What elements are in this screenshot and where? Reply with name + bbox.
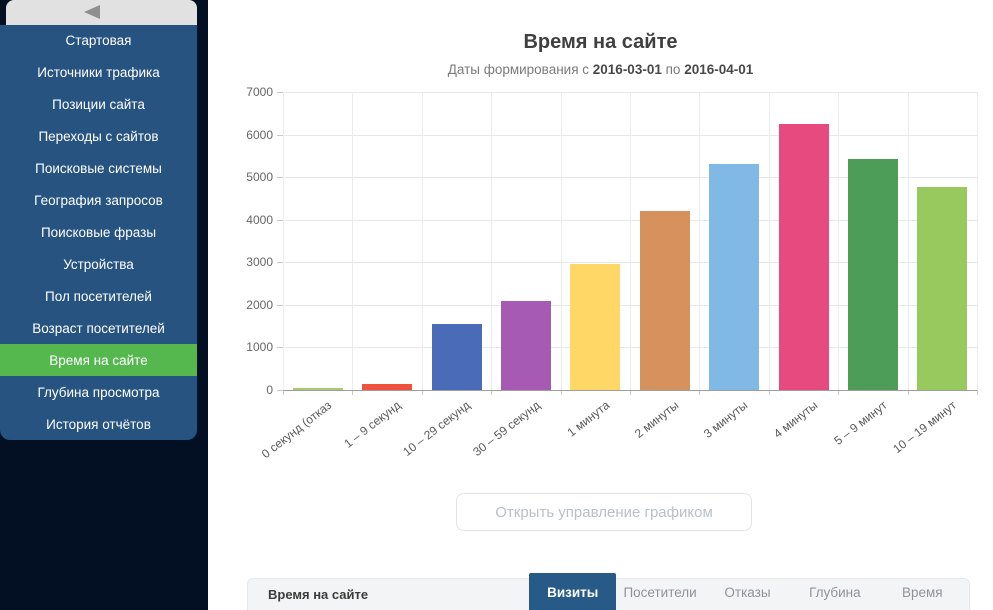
table-title: Время на сайте bbox=[268, 587, 369, 602]
x-axis-label: 10 – 29 секунд bbox=[400, 398, 474, 459]
x-axis-tick bbox=[977, 390, 978, 395]
tab-visitors[interactable]: Посетители bbox=[623, 584, 697, 600]
tab-visits[interactable]: Визиты bbox=[529, 573, 617, 610]
x-axis-label: 4 минуты bbox=[770, 398, 821, 441]
y-axis-label: 4000 bbox=[246, 212, 273, 227]
x-axis-tick bbox=[630, 390, 631, 395]
bar-8[interactable] bbox=[847, 159, 898, 390]
x-axis-label: 30 – 59 секунд bbox=[470, 398, 543, 459]
x-gridline bbox=[491, 92, 493, 390]
sidebar-item-visitor-age[interactable]: Возраст посетителей bbox=[32, 320, 165, 336]
y-axis-label: 3000 bbox=[246, 255, 273, 270]
x-gridline bbox=[907, 92, 909, 390]
x-gridline bbox=[352, 92, 354, 390]
bar-9[interactable] bbox=[917, 187, 968, 390]
bar-6[interactable] bbox=[709, 164, 760, 390]
sidebar-item-report-history[interactable]: История отчётов bbox=[46, 416, 151, 432]
y-gridline bbox=[283, 92, 977, 93]
tab-depth[interactable]: Глубина bbox=[809, 584, 861, 600]
x-axis-tick bbox=[352, 390, 354, 395]
x-axis-line bbox=[283, 390, 977, 391]
sidebar-item-query-geography[interactable]: География запросов bbox=[34, 193, 163, 209]
date-range-joiner: по bbox=[665, 61, 681, 77]
x-axis-tick bbox=[838, 390, 840, 395]
bar-2[interactable] bbox=[431, 324, 482, 390]
sidebar: Стартовая Источники трафика Позиции сайт… bbox=[0, 0, 208, 610]
report-date-range: Даты формирования с 2016-03-01 по 2016-0… bbox=[208, 62, 993, 77]
x-axis-tick bbox=[560, 390, 562, 395]
y-axis-label: 7000 bbox=[246, 85, 273, 99]
sidebar-item-search-phrases[interactable]: Поисковые фразы bbox=[40, 224, 157, 240]
bar-7[interactable] bbox=[778, 124, 829, 390]
sidebar-item-visitor-gender[interactable]: Пол посетителей bbox=[45, 288, 152, 304]
bar-0[interactable] bbox=[292, 388, 343, 390]
y-axis-tick bbox=[277, 92, 283, 93]
sidebar-item-site-positions[interactable]: Позиции сайта bbox=[52, 97, 145, 113]
x-axis-label: 1 минута bbox=[564, 398, 612, 440]
x-gridline bbox=[699, 92, 701, 390]
date-range-prefix: Даты формирования с bbox=[447, 61, 590, 77]
date-from: 2016-03-01 bbox=[592, 61, 662, 77]
y-axis-label: 1000 bbox=[246, 340, 273, 355]
y-axis-tick bbox=[277, 262, 283, 264]
y-axis-tick bbox=[277, 177, 283, 179]
sidebar-item-traffic-sources[interactable]: Источники трафика bbox=[37, 65, 160, 81]
x-axis-label: 0 секунд (отказ bbox=[259, 398, 335, 462]
sidebar-collapse-button[interactable] bbox=[6, 0, 197, 25]
x-axis-tick bbox=[907, 390, 909, 395]
x-gridline bbox=[630, 92, 631, 390]
sidebar-item-devices[interactable]: Устройства bbox=[63, 256, 134, 272]
x-axis-label: 1 – 9 секунд bbox=[341, 398, 404, 451]
bar-4[interactable] bbox=[570, 264, 621, 390]
x-gridline bbox=[421, 92, 423, 390]
y-axis-tick bbox=[277, 347, 283, 349]
x-axis-tick bbox=[699, 390, 701, 395]
x-axis-label: 3 минуты bbox=[701, 398, 751, 441]
y-axis-label: 5000 bbox=[246, 170, 273, 185]
y-axis-label: 6000 bbox=[246, 127, 273, 142]
y-axis-tick bbox=[277, 390, 283, 391]
y-axis-label: 2000 bbox=[246, 297, 273, 312]
tab-bounces[interactable]: Отказы bbox=[724, 584, 771, 600]
x-gridline bbox=[560, 92, 562, 390]
bar-5[interactable] bbox=[639, 211, 690, 390]
sidebar-item-site-referrals[interactable]: Переходы с сайтов bbox=[38, 129, 159, 145]
page-title: Время на сайте bbox=[523, 31, 678, 54]
x-gridline bbox=[977, 92, 978, 390]
x-axis-label: 5 – 9 минут bbox=[831, 398, 890, 448]
sidebar-item-home[interactable]: Стартовая bbox=[65, 33, 132, 49]
y-axis-tick bbox=[277, 304, 283, 306]
x-axis-label: 10 – 19 минут bbox=[890, 398, 959, 457]
x-axis-tick bbox=[491, 390, 493, 395]
y-gridline bbox=[283, 134, 977, 136]
sidebar-item-time-on-site[interactable]: Время на сайте bbox=[0, 344, 197, 377]
x-axis-tick bbox=[768, 390, 770, 395]
sidebar-item-search-engines[interactable]: Поисковые системы bbox=[35, 161, 162, 177]
x-axis-tick bbox=[283, 390, 284, 395]
x-gridline bbox=[768, 92, 770, 390]
x-gridline bbox=[838, 92, 840, 390]
collapse-left-arrow-icon bbox=[84, 5, 100, 19]
tab-time[interactable]: Время bbox=[901, 584, 943, 600]
sidebar-item-view-depth[interactable]: Глубина просмотра bbox=[37, 384, 160, 400]
x-gridline bbox=[283, 92, 284, 390]
y-axis-tick bbox=[277, 219, 283, 221]
bar-3[interactable] bbox=[500, 301, 551, 390]
y-axis-label: 0 bbox=[266, 383, 273, 397]
x-axis-tick bbox=[421, 390, 423, 395]
metric-tabs: Визиты Посетители Отказы Глубина Время bbox=[529, 573, 966, 610]
date-to: 2016-04-01 bbox=[684, 61, 754, 77]
sidebar-menu: Стартовая Источники трафика Позиции сайт… bbox=[0, 25, 197, 440]
bar-1[interactable] bbox=[362, 384, 413, 390]
x-axis-label: 2 минуты bbox=[631, 398, 682, 441]
open-chart-controls-button[interactable]: Открыть управление графиком bbox=[456, 493, 752, 531]
y-axis-tick bbox=[277, 134, 283, 136]
